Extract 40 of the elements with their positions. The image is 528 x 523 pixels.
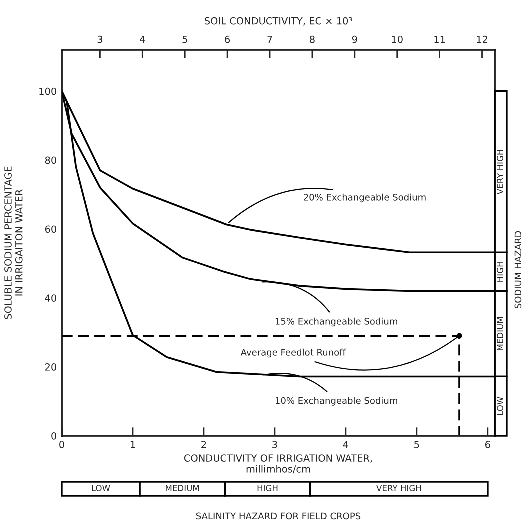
x-tick-label: 0	[60, 441, 64, 448]
x-tick-label: 1	[130, 441, 136, 448]
x2-tick-label: 8	[310, 36, 315, 44]
x2-tick-label: 12	[477, 36, 488, 44]
y-tick-label: 40	[45, 294, 56, 302]
x2-tick-label: 5	[182, 36, 188, 44]
text: VERY HIGH	[497, 150, 504, 195]
text: MEDIUM	[497, 317, 504, 350]
text: MEDIUM	[166, 485, 200, 492]
text: HIGH	[258, 485, 278, 492]
annotation: 10% Exchangeable Sodium	[276, 397, 398, 406]
x-axis-title: CONDUCTIVITY OF IRRIGATION WATER, millimhos/cm	[184, 454, 372, 474]
text: LOW	[497, 397, 504, 416]
text: SODIUM HAZARD	[514, 231, 522, 309]
x2-tick-label: 9	[352, 36, 358, 44]
x2-tick-label: 11	[434, 36, 446, 44]
x-tick-label: 5	[414, 441, 420, 448]
text: SALINITY HAZARD FOR FIELD CROPS	[196, 512, 361, 520]
x2-tick-label: 7	[268, 36, 272, 44]
x2-axis-title: SOIL CONDUCTIVITY, EC × 10³	[205, 17, 352, 26]
annotation: Average Feedlot Runoff	[240, 348, 346, 358]
y-tick-label: 0	[52, 432, 56, 440]
y-tick-label: 60	[45, 226, 56, 234]
x2-tick-label: 10	[392, 36, 403, 44]
x-tick-label: 4	[343, 441, 348, 448]
text: VERY HIGH	[376, 485, 422, 492]
x-tick-label: 3	[272, 441, 278, 448]
x2-tick-label: 6	[225, 36, 230, 44]
x2-tick-label: 4	[140, 36, 146, 44]
x2-tick-label: 3	[98, 36, 103, 44]
text: LOW	[92, 485, 110, 492]
y-tick-label: 80	[45, 156, 56, 164]
annotation: 15% Exchangeable Sodium	[276, 318, 398, 327]
annotation: 20% Exchangeable Sodium	[304, 194, 426, 203]
x-tick-label: 6	[485, 441, 490, 448]
text: HIGH	[497, 262, 504, 282]
y-tick-label: 100	[40, 88, 56, 96]
y-tick-label: 20	[45, 364, 56, 371]
x-tick-label: 2	[202, 441, 206, 448]
y-axis-title: SOLUBLE SODIUM PERCENTAGE IN IRRIGAITON WATER	[4, 166, 23, 320]
